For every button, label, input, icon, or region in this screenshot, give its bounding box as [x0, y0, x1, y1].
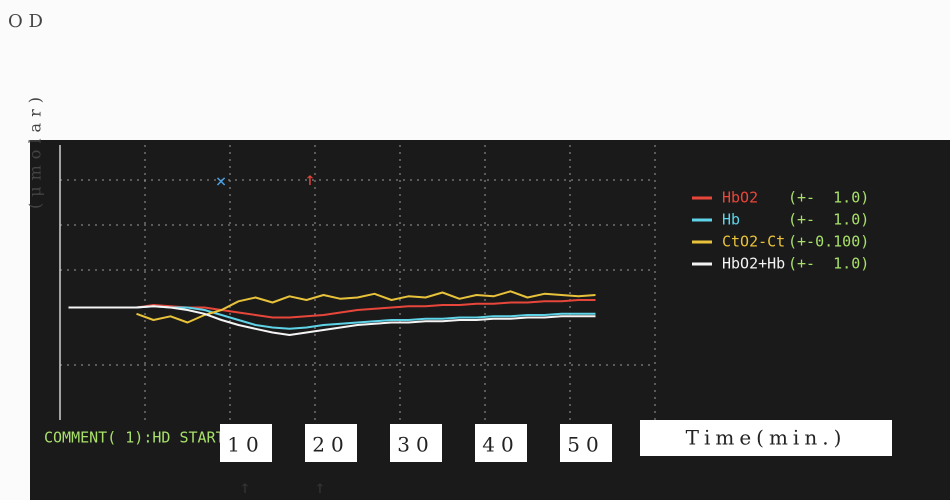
y-label: (μmolar) — [26, 91, 45, 209]
event-marker: × — [216, 171, 227, 192]
x-label: Time(min.) — [686, 426, 847, 450]
legend-label: Hb — [722, 211, 740, 229]
x-tick-label: 40 — [482, 433, 519, 457]
legend-range: (+- 1.0) — [788, 189, 869, 207]
legend-range: (+- 1.0) — [788, 211, 869, 229]
chart: O D (μmolar) COMMENT( 1):HD START × ↑ ↑ … — [0, 0, 950, 500]
arrow-annotation: ↑ — [240, 477, 251, 498]
x-tick-label: 50 — [567, 433, 604, 457]
arrow-annotation: ↑ — [315, 477, 326, 498]
legend-label: CtO2-Ct — [722, 233, 785, 251]
legend-range: (+- 1.0) — [788, 255, 869, 273]
x-tick-label: 30 — [397, 433, 434, 457]
y-label-top: O D — [8, 11, 43, 32]
x-tick-label: 10 — [227, 433, 264, 457]
legend-label: HbO2 — [722, 189, 758, 207]
x-tick-label: 20 — [312, 433, 349, 457]
legend-label: HbO2+Hb — [722, 255, 785, 273]
comment: COMMENT( 1):HD START — [44, 429, 225, 447]
legend-range: (+-0.100) — [788, 233, 869, 251]
event-marker: ↑ — [305, 169, 316, 190]
